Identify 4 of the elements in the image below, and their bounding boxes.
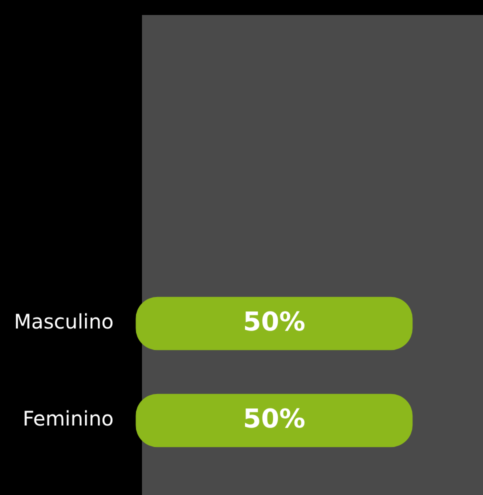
y-tick-label: Feminino bbox=[22, 406, 114, 431]
data-label: 50% bbox=[243, 307, 306, 338]
data-label: 50% bbox=[243, 404, 306, 434]
y-tick-label: Masculino bbox=[14, 310, 114, 334]
